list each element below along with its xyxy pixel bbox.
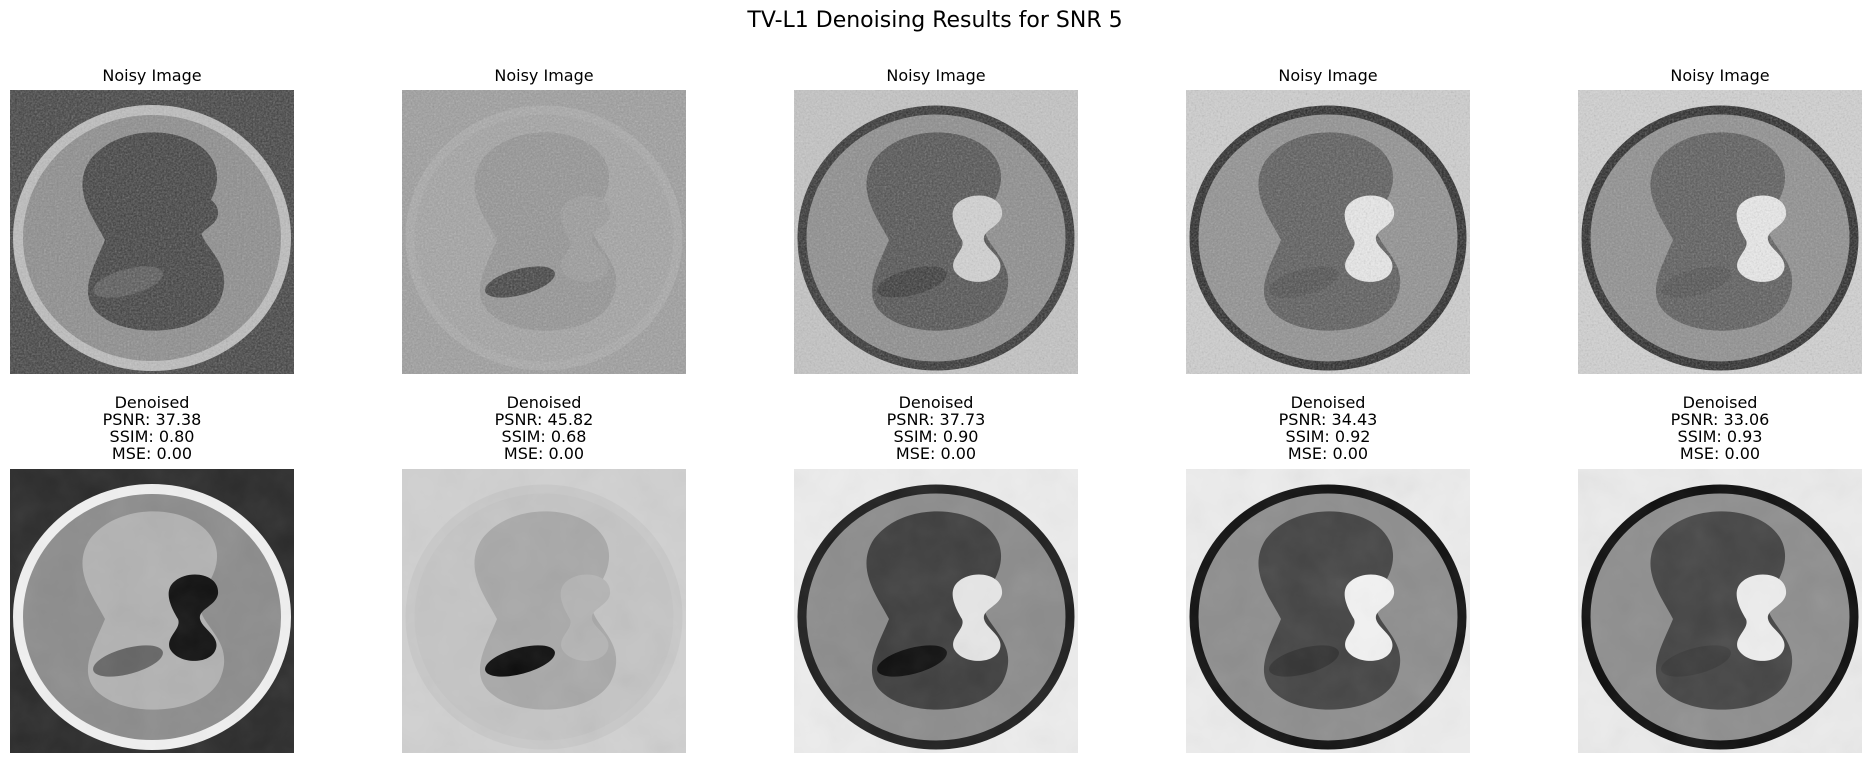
noisy-phantom [1578, 90, 1862, 374]
figure-title: TV-L1 Denoising Results for SNR 5 [747, 8, 1123, 33]
mse-label: MSE: 0.00 [1287, 444, 1369, 463]
noisy-image-title: Noisy Image [1278, 66, 1378, 85]
mse-label: MSE: 0.00 [1679, 444, 1761, 463]
psnr-label: PSNR: 45.82 [494, 410, 594, 429]
denoised-phantom [794, 469, 1078, 753]
ssim-label: SSIM: 0.92 [1285, 427, 1371, 446]
noisy-image-title: Noisy Image [1670, 66, 1770, 85]
denoised-image [10, 469, 294, 753]
noisy-phantom [794, 90, 1078, 374]
noisy-image-title: Noisy Image [494, 66, 594, 85]
noisy-image [1186, 90, 1470, 374]
noisy-phantom [1186, 90, 1470, 374]
denoised-phantom [402, 469, 686, 753]
ssim-label: SSIM: 0.93 [1677, 427, 1763, 446]
denoised-title: Denoised [506, 393, 582, 412]
denoised-title: Denoised [1290, 393, 1366, 412]
noisy-phantom [402, 90, 686, 374]
denoised-title: Denoised [114, 393, 190, 412]
noisy-image-title: Noisy Image [102, 66, 202, 85]
ssim-label: SSIM: 0.90 [893, 427, 979, 446]
denoised-phantom [1578, 469, 1862, 753]
noisy-image [794, 90, 1078, 374]
denoised-image [1186, 469, 1470, 753]
denoised-image [794, 469, 1078, 753]
mse-label: MSE: 0.00 [503, 444, 585, 463]
ssim-label: SSIM: 0.68 [501, 427, 587, 446]
noisy-image [1578, 90, 1862, 374]
psnr-label: PSNR: 37.73 [886, 410, 986, 429]
mse-label: MSE: 0.00 [895, 444, 977, 463]
psnr-label: PSNR: 33.06 [1670, 410, 1770, 429]
ssim-label: SSIM: 0.80 [109, 427, 195, 446]
noisy-image [402, 90, 686, 374]
denoised-phantom [10, 469, 294, 753]
noisy-image [10, 90, 294, 374]
denoised-phantom [1186, 469, 1470, 753]
noisy-phantom [10, 90, 294, 374]
mse-label: MSE: 0.00 [111, 444, 193, 463]
noisy-image-title: Noisy Image [886, 66, 986, 85]
psnr-label: PSNR: 34.43 [1278, 410, 1378, 429]
denoised-title: Denoised [898, 393, 974, 412]
denoised-title: Denoised [1682, 393, 1758, 412]
psnr-label: PSNR: 37.38 [102, 410, 202, 429]
denoised-image [402, 469, 686, 753]
denoised-image [1578, 469, 1862, 753]
